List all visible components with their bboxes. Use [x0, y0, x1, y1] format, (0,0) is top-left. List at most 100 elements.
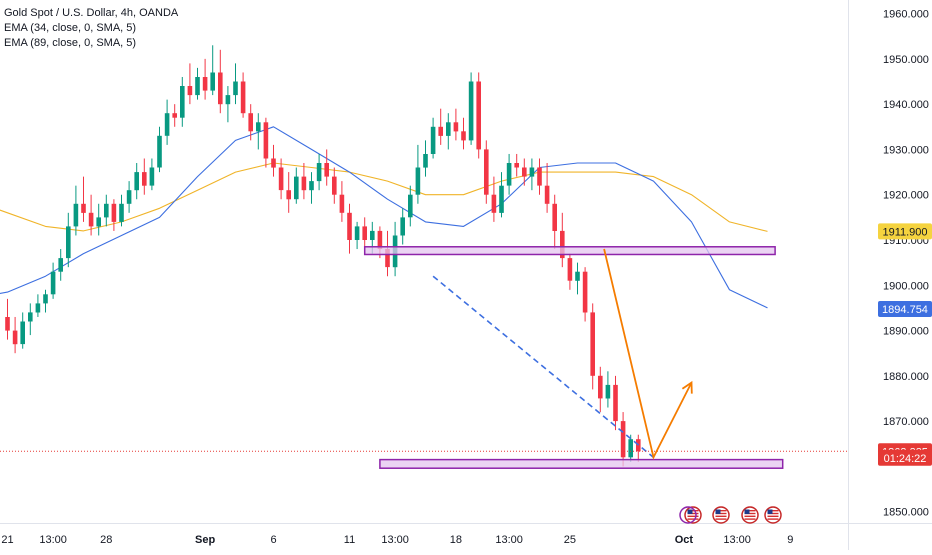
price-tag-text: 1894.754 [882, 304, 928, 316]
candle-body [430, 126, 436, 154]
candle-body [605, 384, 611, 399]
candle-body [202, 77, 208, 91]
candle-body [294, 176, 299, 200]
candle-body [529, 167, 535, 177]
flag-canton [687, 509, 693, 514]
time-tick-label: Oct [675, 534, 694, 546]
candle-body [309, 181, 314, 191]
price-tick-label: 1880.000 [883, 371, 929, 383]
time-tick-label: 13:00 [381, 534, 409, 546]
candle-body [377, 230, 383, 249]
flag-stripe [715, 512, 727, 515]
candle-body [20, 321, 25, 345]
time-tick-label: 13:00 [39, 534, 67, 546]
flag-canton [744, 509, 750, 514]
candle-body [370, 230, 375, 240]
flag-stripe [767, 512, 779, 515]
price-axis: 1960.000 1950.000 1940.000 1930.000 1920.000… [883, 9, 929, 519]
price-tag: 1911.900 [878, 223, 932, 240]
support-zone [379, 458, 784, 469]
flag-us-icon[interactable] [684, 506, 702, 524]
candle-body [575, 271, 580, 281]
time-tick-label: 28 [100, 534, 112, 546]
flag-ring [712, 506, 730, 524]
flag-us-icon[interactable] [764, 506, 782, 524]
candle-body [560, 230, 565, 259]
flag-stripe [767, 510, 779, 512]
candles-group [5, 45, 641, 467]
candle-body [544, 185, 550, 204]
flag-stripe [767, 518, 779, 520]
candle-body [514, 163, 519, 168]
price-tick-label: 1960.000 [883, 9, 929, 21]
candle-body [5, 317, 10, 331]
candle-body [35, 303, 41, 313]
candle-body [408, 194, 413, 218]
candle-body [58, 258, 63, 272]
price-tick-label: 1930.000 [883, 144, 929, 156]
candle-body [225, 95, 231, 105]
candle-body [453, 122, 459, 132]
candle-body [149, 167, 155, 186]
candle-body [187, 86, 193, 96]
candle-body [339, 194, 345, 213]
candle-body [598, 375, 603, 399]
candle-body [423, 154, 428, 168]
candle-body [50, 271, 56, 295]
event-ring-extra [679, 506, 697, 524]
candle-body [628, 439, 633, 458]
candle-body [567, 258, 573, 281]
candle-body [582, 271, 588, 313]
candle-body [347, 212, 352, 240]
candle-body [446, 122, 451, 136]
time-tick-label: 6 [270, 534, 276, 546]
flag-stripe [744, 512, 756, 515]
candle-body [73, 203, 79, 227]
candle-body [400, 217, 405, 236]
price-tick-label: 1920.000 [883, 190, 929, 202]
price-tick-label: 1850.000 [883, 507, 929, 519]
flag-stripe [767, 515, 779, 517]
candle-body [43, 294, 48, 304]
candle-body [96, 217, 101, 227]
flag-stripe [687, 515, 699, 517]
candle-body [461, 131, 466, 141]
flag-us-icon[interactable] [712, 506, 730, 524]
flag-canton [715, 509, 721, 514]
chart-title: Gold Spot / U.S. Dollar, 4h, OANDA [4, 7, 179, 19]
projection-arrowhead [681, 380, 693, 394]
ema-34-label: EMA (34, close, 0, SMA, 5) [4, 22, 137, 34]
ema-34-line [0, 126, 768, 309]
candle-body [522, 167, 527, 177]
price-tag: 01:24:22 [878, 449, 932, 466]
candle-body [134, 172, 139, 191]
flag-stripe [687, 512, 699, 515]
candle-body [537, 167, 542, 186]
candle-body [552, 203, 557, 231]
candle-body [415, 167, 421, 195]
time-tick-label: 25 [564, 534, 576, 546]
flag-stripe [715, 518, 727, 520]
candle-body [491, 194, 497, 213]
chart-legend: Gold Spot / U.S. Dollar, 4h, OANDA EMA (… [4, 6, 178, 51]
candle-body [385, 249, 390, 268]
candle-body [28, 312, 33, 322]
ema-89-line [0, 162, 768, 232]
candle-body [248, 113, 253, 132]
flag-us-icon[interactable] [741, 506, 759, 524]
candle-body [104, 203, 109, 218]
flag-stripe [744, 515, 756, 517]
candle-body [362, 226, 367, 240]
candle-body [354, 226, 360, 240]
candle-body [142, 172, 147, 186]
flag-ring [764, 506, 782, 524]
time-tick-label: 9 [787, 534, 793, 546]
candle-body [590, 312, 595, 376]
candle-body [210, 72, 215, 91]
price-tick-label: 1870.000 [883, 416, 929, 428]
flag-stripe [687, 518, 699, 520]
candle-body [88, 212, 94, 227]
candle-body [301, 176, 307, 191]
